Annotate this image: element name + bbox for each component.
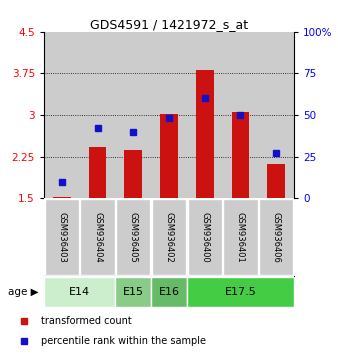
Text: GSM936405: GSM936405 [129,212,138,263]
Text: E17.5: E17.5 [224,287,256,297]
FancyBboxPatch shape [151,277,187,307]
FancyBboxPatch shape [44,277,115,307]
FancyBboxPatch shape [152,199,186,275]
Bar [160,114,178,198]
Text: E15: E15 [123,287,144,297]
Bar [258,32,294,198]
FancyBboxPatch shape [45,199,79,275]
FancyBboxPatch shape [187,277,294,307]
FancyBboxPatch shape [223,199,258,275]
Bar [44,32,80,198]
Text: percentile rank within the sample: percentile rank within the sample [41,336,206,346]
Text: GSM936403: GSM936403 [57,212,66,263]
Text: E14: E14 [69,287,90,297]
FancyBboxPatch shape [188,199,222,275]
Text: GSM936404: GSM936404 [93,212,102,263]
FancyBboxPatch shape [115,277,151,307]
Bar [232,112,249,198]
Text: GSM936400: GSM936400 [200,212,209,263]
Text: GSM936402: GSM936402 [165,212,173,263]
Bar [124,150,142,198]
Bar [53,197,71,198]
Bar [151,32,187,198]
Bar [196,70,214,198]
FancyBboxPatch shape [80,199,115,275]
Bar [115,32,151,198]
Bar [267,164,285,198]
Title: GDS4591 / 1421972_s_at: GDS4591 / 1421972_s_at [90,18,248,31]
FancyBboxPatch shape [116,199,150,275]
Bar [187,32,223,198]
Text: age ▶: age ▶ [8,287,39,297]
Text: GSM936406: GSM936406 [272,212,281,263]
Text: GSM936401: GSM936401 [236,212,245,263]
Bar [80,32,115,198]
Text: transformed count: transformed count [41,316,131,326]
Bar [89,147,106,198]
Bar [223,32,258,198]
Text: E16: E16 [159,287,179,297]
FancyBboxPatch shape [259,199,293,275]
